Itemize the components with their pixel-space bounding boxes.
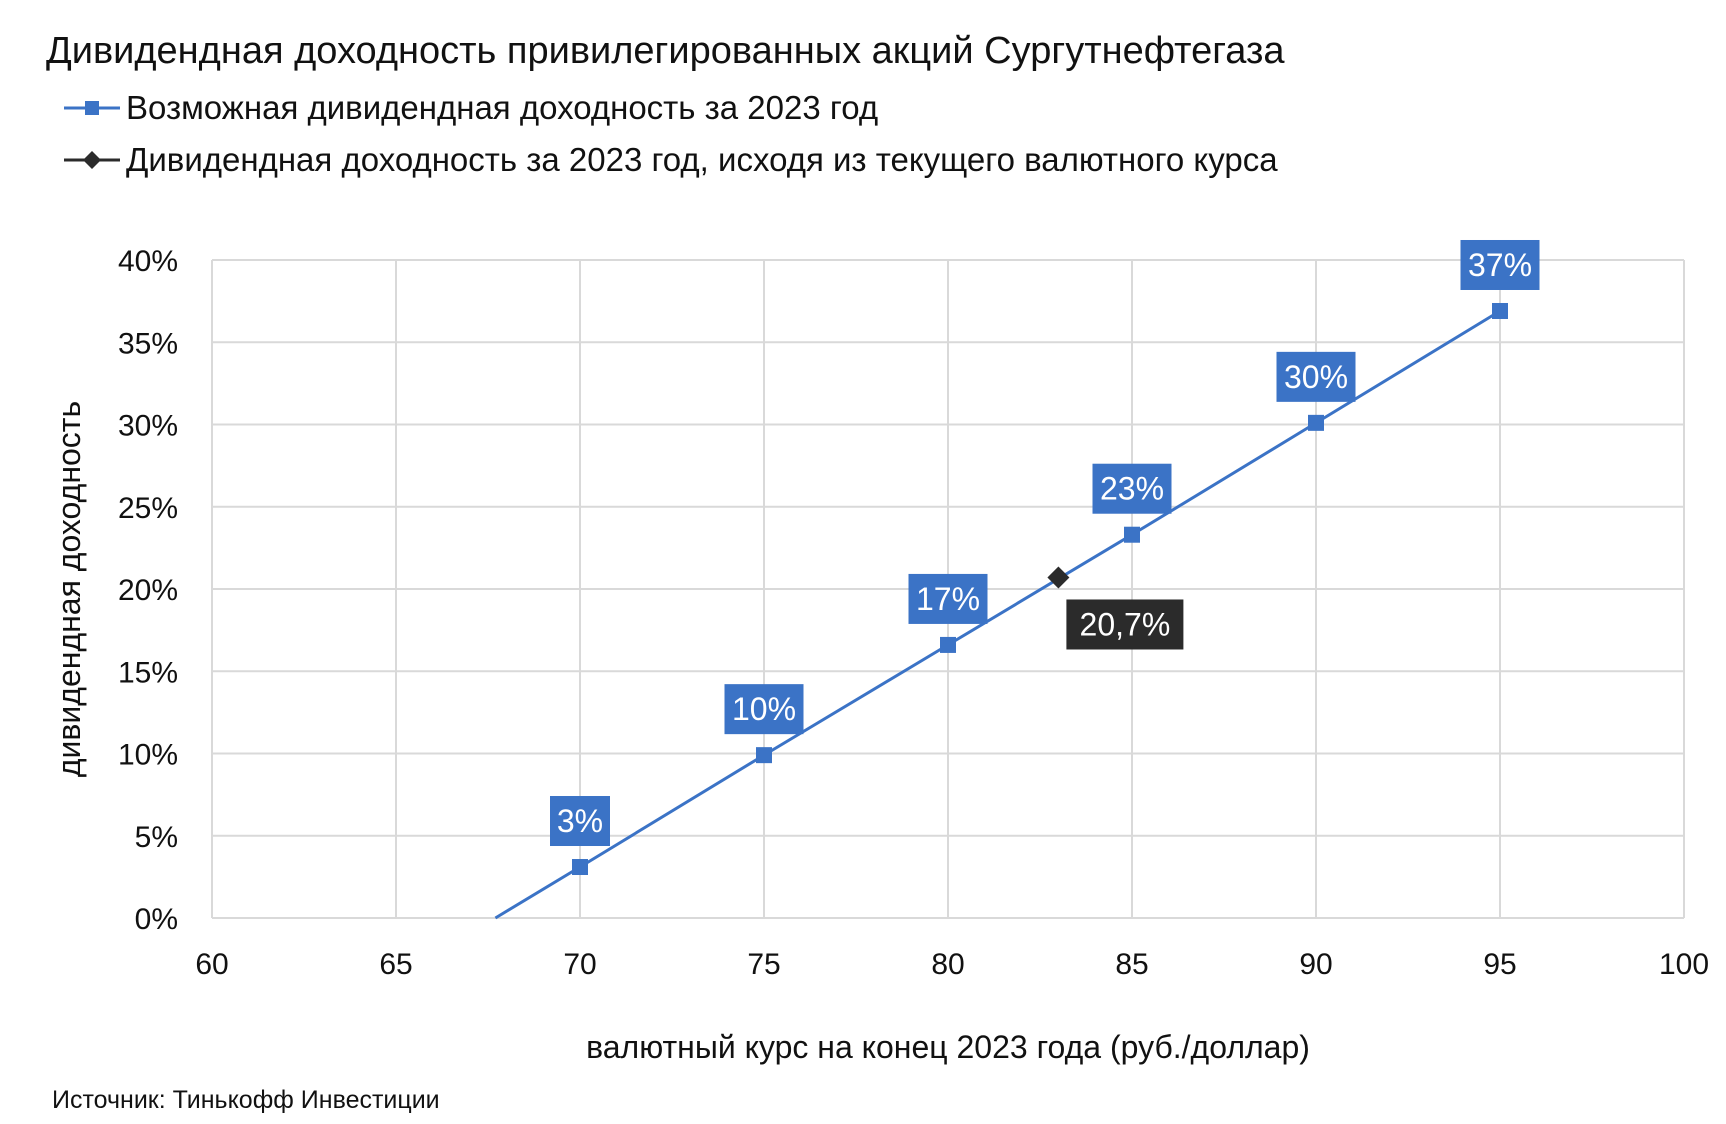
source-note: Источник: Тинькофф Инвестиции <box>52 1086 440 1114</box>
x-tick-label: 100 <box>1659 948 1709 981</box>
y-tick-label: 15% <box>118 656 178 689</box>
x-tick-label: 60 <box>195 948 228 981</box>
y-tick-label: 40% <box>118 245 178 278</box>
data-point-square <box>1124 526 1140 543</box>
x-tick-label: 75 <box>747 948 780 981</box>
data-label-current-box <box>1066 599 1184 650</box>
y-tick-label: 20% <box>118 574 178 607</box>
data-label-box <box>908 573 988 624</box>
x-tick-label: 70 <box>563 948 596 981</box>
legend-item-possible-yield: Возможная дивидендная доходность за 2023… <box>64 86 878 130</box>
y-axis-title: дивидендная доходность <box>51 401 87 777</box>
x-tick-label: 95 <box>1483 948 1516 981</box>
legend-label-current-yield: Дивидендная доходность за 2023 год, исхо… <box>126 141 1278 178</box>
data-label: 17% <box>916 581 980 617</box>
x-tick-label: 65 <box>379 948 412 981</box>
legend-diamond-marker-icon <box>64 151 120 169</box>
x-tick-label: 90 <box>1299 948 1332 981</box>
y-tick-label: 25% <box>118 492 178 525</box>
data-label: 10% <box>732 691 796 727</box>
data-label-box <box>1276 351 1356 402</box>
x-tick-label: 80 <box>931 948 964 981</box>
series-line-possible-yield <box>494 309 1501 920</box>
legend-square-marker-icon <box>64 101 120 115</box>
data-label-box <box>1460 239 1540 290</box>
data-label-box <box>1092 463 1172 514</box>
data-label: 37% <box>1468 247 1532 283</box>
chart-title: Дивидендная доходность привилегированных… <box>46 30 1285 72</box>
y-tick-label: 5% <box>135 821 178 854</box>
x-tick-label: 85 <box>1115 948 1148 981</box>
data-point-square <box>572 859 588 876</box>
data-label: 3% <box>557 803 603 839</box>
data-label-current: 20,7% <box>1080 606 1171 642</box>
data-point-square <box>1308 414 1324 431</box>
y-tick-label: 0% <box>135 903 178 936</box>
data-point-diamond <box>1047 566 1070 589</box>
data-label: 23% <box>1100 471 1164 507</box>
legend-label-possible-yield: Возможная дивидендная доходность за 2023… <box>126 89 879 126</box>
y-tick-label: 35% <box>118 327 178 360</box>
x-axis-title: валютный курс на конец 2023 года (руб./д… <box>586 1029 1310 1065</box>
y-tick-label: 30% <box>118 410 178 443</box>
data-label-box <box>724 684 804 735</box>
legend-item-current-yield: Дивидендная доходность за 2023 год, исхо… <box>64 138 1278 182</box>
y-tick-label: 10% <box>118 739 178 772</box>
data-point-square <box>1492 302 1508 319</box>
data-label-box <box>550 796 610 847</box>
data-point-square <box>940 636 956 653</box>
data-point-square <box>756 747 772 764</box>
data-label: 30% <box>1284 359 1348 395</box>
